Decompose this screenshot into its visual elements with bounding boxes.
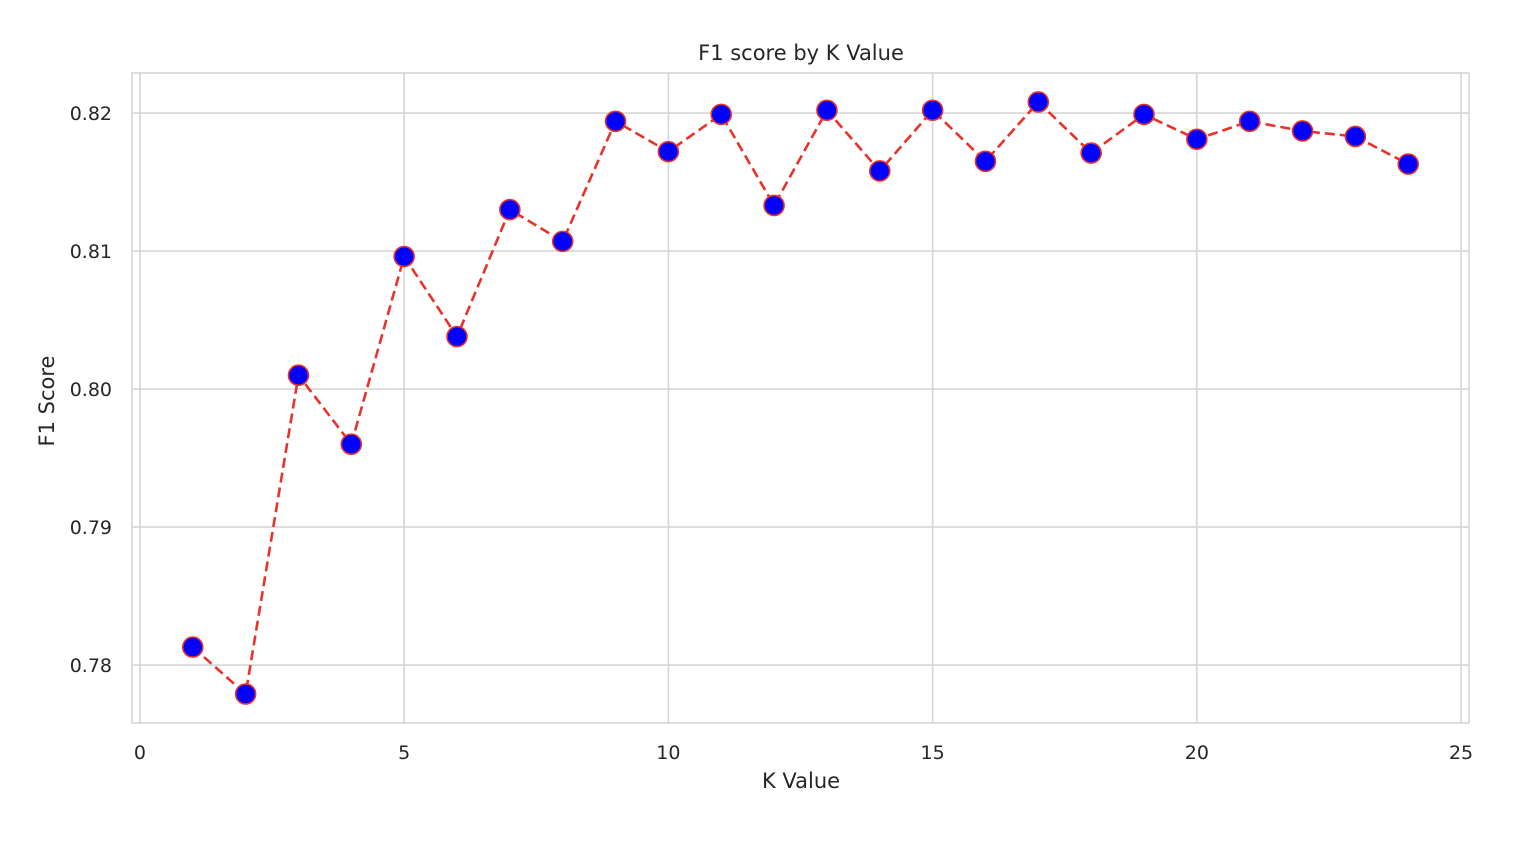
y-tick-label: 0.79: [70, 517, 112, 539]
y-tick-label: 0.81: [70, 241, 112, 263]
data-point: [868, 160, 891, 182]
data-point: [763, 194, 785, 217]
data-point: [816, 99, 838, 122]
data-point: [1027, 91, 1050, 113]
data-point: [1344, 125, 1367, 148]
data-point: [181, 636, 204, 658]
plot-area: 0 5 10 15 20 25 0.78 0.79 0.80 0.81 0.82: [70, 72, 1473, 764]
x-tick-label: 10: [656, 742, 680, 764]
data-point: [1186, 128, 1208, 151]
data-point: [1080, 142, 1102, 164]
data-point: [1238, 110, 1261, 133]
data-point: [974, 150, 997, 173]
data-point: [1133, 103, 1155, 126]
data-point: [604, 110, 627, 133]
data-point: [234, 683, 257, 705]
x-tick-label: 5: [398, 742, 410, 764]
data-point: [657, 140, 680, 163]
data-point: [921, 99, 944, 122]
chart-title: F1 score by K Value: [698, 41, 904, 65]
series-line: [191, 100, 1409, 697]
y-tick-label: 0.80: [70, 379, 112, 401]
y-tick-label: 0.82: [70, 103, 112, 125]
data-point: [393, 245, 415, 268]
x-tick-label: 20: [1185, 742, 1209, 764]
data-point: [1291, 120, 1314, 142]
data-point: [1397, 153, 1420, 175]
x-tick-label: 15: [921, 742, 945, 764]
data-point: [340, 433, 363, 456]
x-tick-label: 0: [134, 742, 146, 764]
data-point: [287, 364, 310, 387]
data-point: [710, 103, 733, 126]
data-point: [446, 325, 468, 348]
y-axis-label: F1 Score: [35, 356, 59, 447]
data-point: [499, 198, 521, 221]
x-axis-label: K Value: [762, 769, 840, 793]
y-tick-label: 0.78: [70, 655, 112, 677]
x-tick-label: 25: [1449, 742, 1473, 764]
data-point: [551, 230, 574, 253]
plot-frame: [131, 72, 1470, 724]
